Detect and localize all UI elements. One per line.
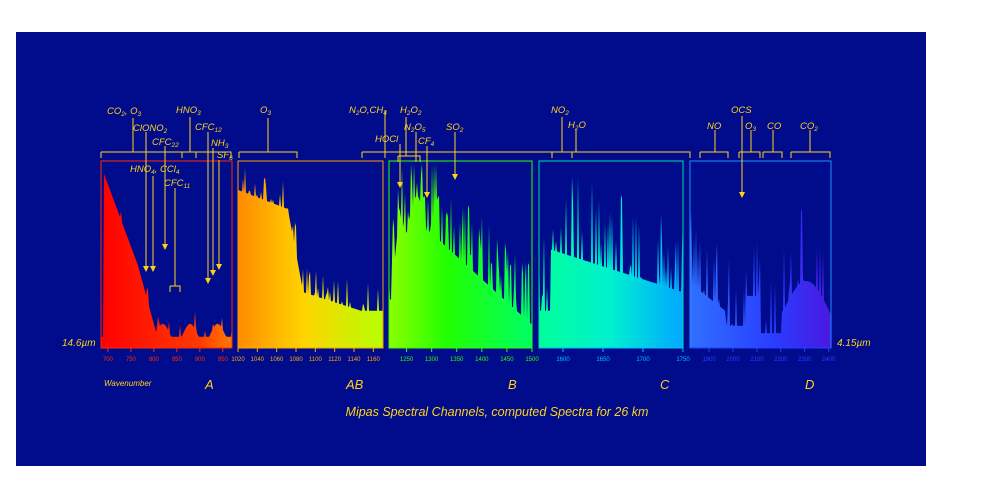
tick-label: 1020 [231,357,245,363]
tick-label: 1140 [348,357,362,363]
species-label-n2o-ch4: N2O,CH4 [349,105,387,117]
species-label-cf4: CF4 [418,136,435,148]
band-label-c: C [660,377,670,392]
spectrum-band-d [690,209,831,348]
species-labels: CO2, O3 ClONO2 CFC22 HNO4, CCl4 CFC11 HN… [107,105,818,190]
species-label-ocs: OCS [731,105,752,116]
tick-label: 950 [218,357,229,363]
chart-panel [16,32,926,466]
species-label-o3-ab: O3 [260,105,271,117]
spectrum-band-a [101,173,232,348]
tick-label: 1450 [500,357,514,363]
tick-label: 2100 [750,357,764,363]
spectrum-band-c [539,176,683,348]
tick-label: 1300 [425,357,439,363]
tick-label: 1250 [400,357,414,363]
band-label-b: B [508,377,517,392]
tick-label: 1120 [328,357,342,363]
species-label-cfc22: CFC22 [152,137,179,149]
species-label-hno3: HNO3 [176,105,201,117]
tick-label: 2000 [726,357,740,363]
species-label-no2: NO2 [551,105,569,117]
tick-labels: 700 750 800 850 900 950 1020 1040 1060 1080 1100 11… [101,347,836,363]
species-label-n2o5: N2O5 [404,122,426,134]
tick-label: 1040 [251,357,265,363]
tick-label: 1650 [596,357,610,363]
species-label-hocl: HOCl [375,134,399,145]
species-label-no: NO [707,121,722,132]
tick-label: 1600 [556,357,570,363]
spectrum-band-ab [238,167,383,348]
tick-label: 2300 [798,357,812,363]
species-annotations [100,110,831,292]
tick-label: 1350 [450,357,464,363]
band-label-d: D [805,377,814,392]
tick-label: 750 [126,357,137,363]
species-label-sf6: SF6 [217,150,233,162]
band-label-a: A [204,377,214,392]
species-label-so2: SO2 [446,122,464,134]
tick-label: 1160 [367,357,381,363]
tick-label: 850 [172,357,183,363]
species-arrowheads [143,174,745,284]
species-label-co2-d: CO2 [800,121,818,133]
spectrum-band-b [389,163,532,348]
chart-title: Mipas Spectral Channels, computed Spectr… [346,405,649,419]
species-label-hno4-ccl4: HNO4, CCl4 [130,164,180,176]
tick-label: 1700 [636,357,650,363]
species-label-cfc12: CFC12 [195,122,222,134]
tick-label: 1900 [702,357,716,363]
species-label-nh3: NH3 [211,138,229,150]
spectra-group [101,163,831,348]
tick-label: 1100 [309,357,323,363]
species-label-h2o: H2O [568,120,587,132]
tick-label: 1500 [525,357,539,363]
species-label-co: CO [767,121,782,132]
species-label-o3-d: O3 [745,121,756,133]
species-label-co2-o3: CO2, O3 [107,106,142,118]
band-label-ab: AB [345,377,364,392]
tick-label: 1750 [676,357,690,363]
right-wavelength-label: 4.15µm [837,338,871,349]
tick-label: 2400 [822,357,836,363]
tick-label: 1400 [475,357,489,363]
tick-label: 700 [103,357,114,363]
species-label-cfc11: CFC11 [164,178,191,190]
species-label-clono2: ClONO2 [133,123,168,135]
tick-label: 2200 [774,357,788,363]
x-axis-label: Wavenumber [104,379,152,388]
left-wavelength-label: 14.6µm [62,338,96,349]
tick-label: 1060 [270,357,284,363]
tick-label: 1080 [289,357,303,363]
species-label-h2o2: H2O2 [400,105,422,117]
tick-label: 900 [195,357,206,363]
tick-label: 800 [149,357,160,363]
